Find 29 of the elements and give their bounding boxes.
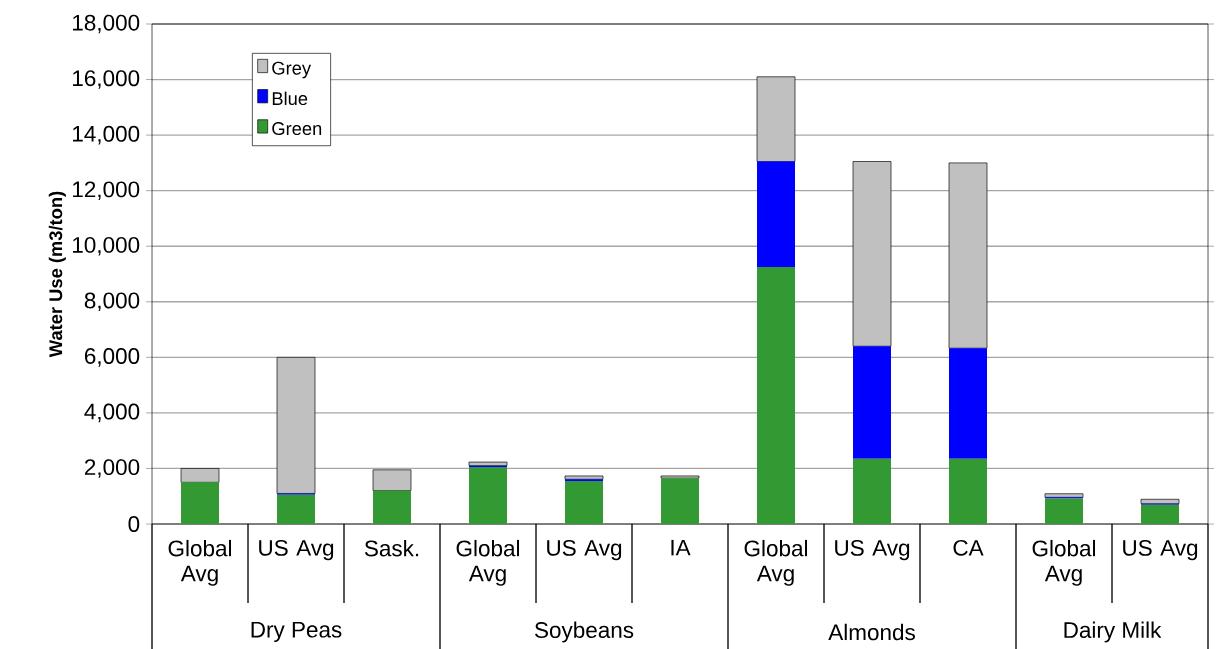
legend-label: Blue	[272, 91, 308, 106]
legend-label: Grey	[272, 61, 312, 79]
y-tick-label: 4,000	[84, 403, 140, 423]
text: Almonds	[828, 623, 915, 641]
x-tick-label: Global Avg	[1032, 539, 1096, 586]
y-tick-label: 18,000	[73, 14, 140, 34]
y-tick-label: 6,000	[84, 348, 140, 367]
x-tick-label: US Avg	[1123, 539, 1198, 561]
y-tick-label: 16,000	[73, 70, 140, 89]
text: Dairy Milk	[1064, 621, 1162, 643]
x-tick-label: US Avg	[835, 539, 910, 561]
text: Soybeans	[534, 621, 634, 643]
y-axis-title: Water Use (m3/ton)	[48, 191, 66, 358]
x-tick-label: Global Avg	[456, 539, 520, 586]
x-tick-label: Global Avg	[168, 539, 232, 586]
legend-label: Green	[272, 122, 322, 136]
x-tick-label: Global Avg	[744, 539, 808, 586]
y-tick-label: 0	[128, 516, 140, 532]
x-tick-label: CA	[953, 539, 984, 556]
y-tick-label: 12,000	[73, 181, 140, 200]
y-tick-label: 14,000	[73, 125, 140, 145]
x-tick-label: IA	[671, 539, 691, 556]
x-tick-label: US Avg	[259, 539, 334, 561]
y-tick-label: 2,000	[84, 459, 140, 478]
x-tick-label: Sask.	[364, 539, 419, 557]
x-tick-label: US Avg	[547, 539, 622, 561]
y-tick-label: 10,000	[73, 236, 140, 256]
text: Dry Peas	[251, 621, 342, 643]
y-tick-label: 8,000	[84, 292, 140, 312]
